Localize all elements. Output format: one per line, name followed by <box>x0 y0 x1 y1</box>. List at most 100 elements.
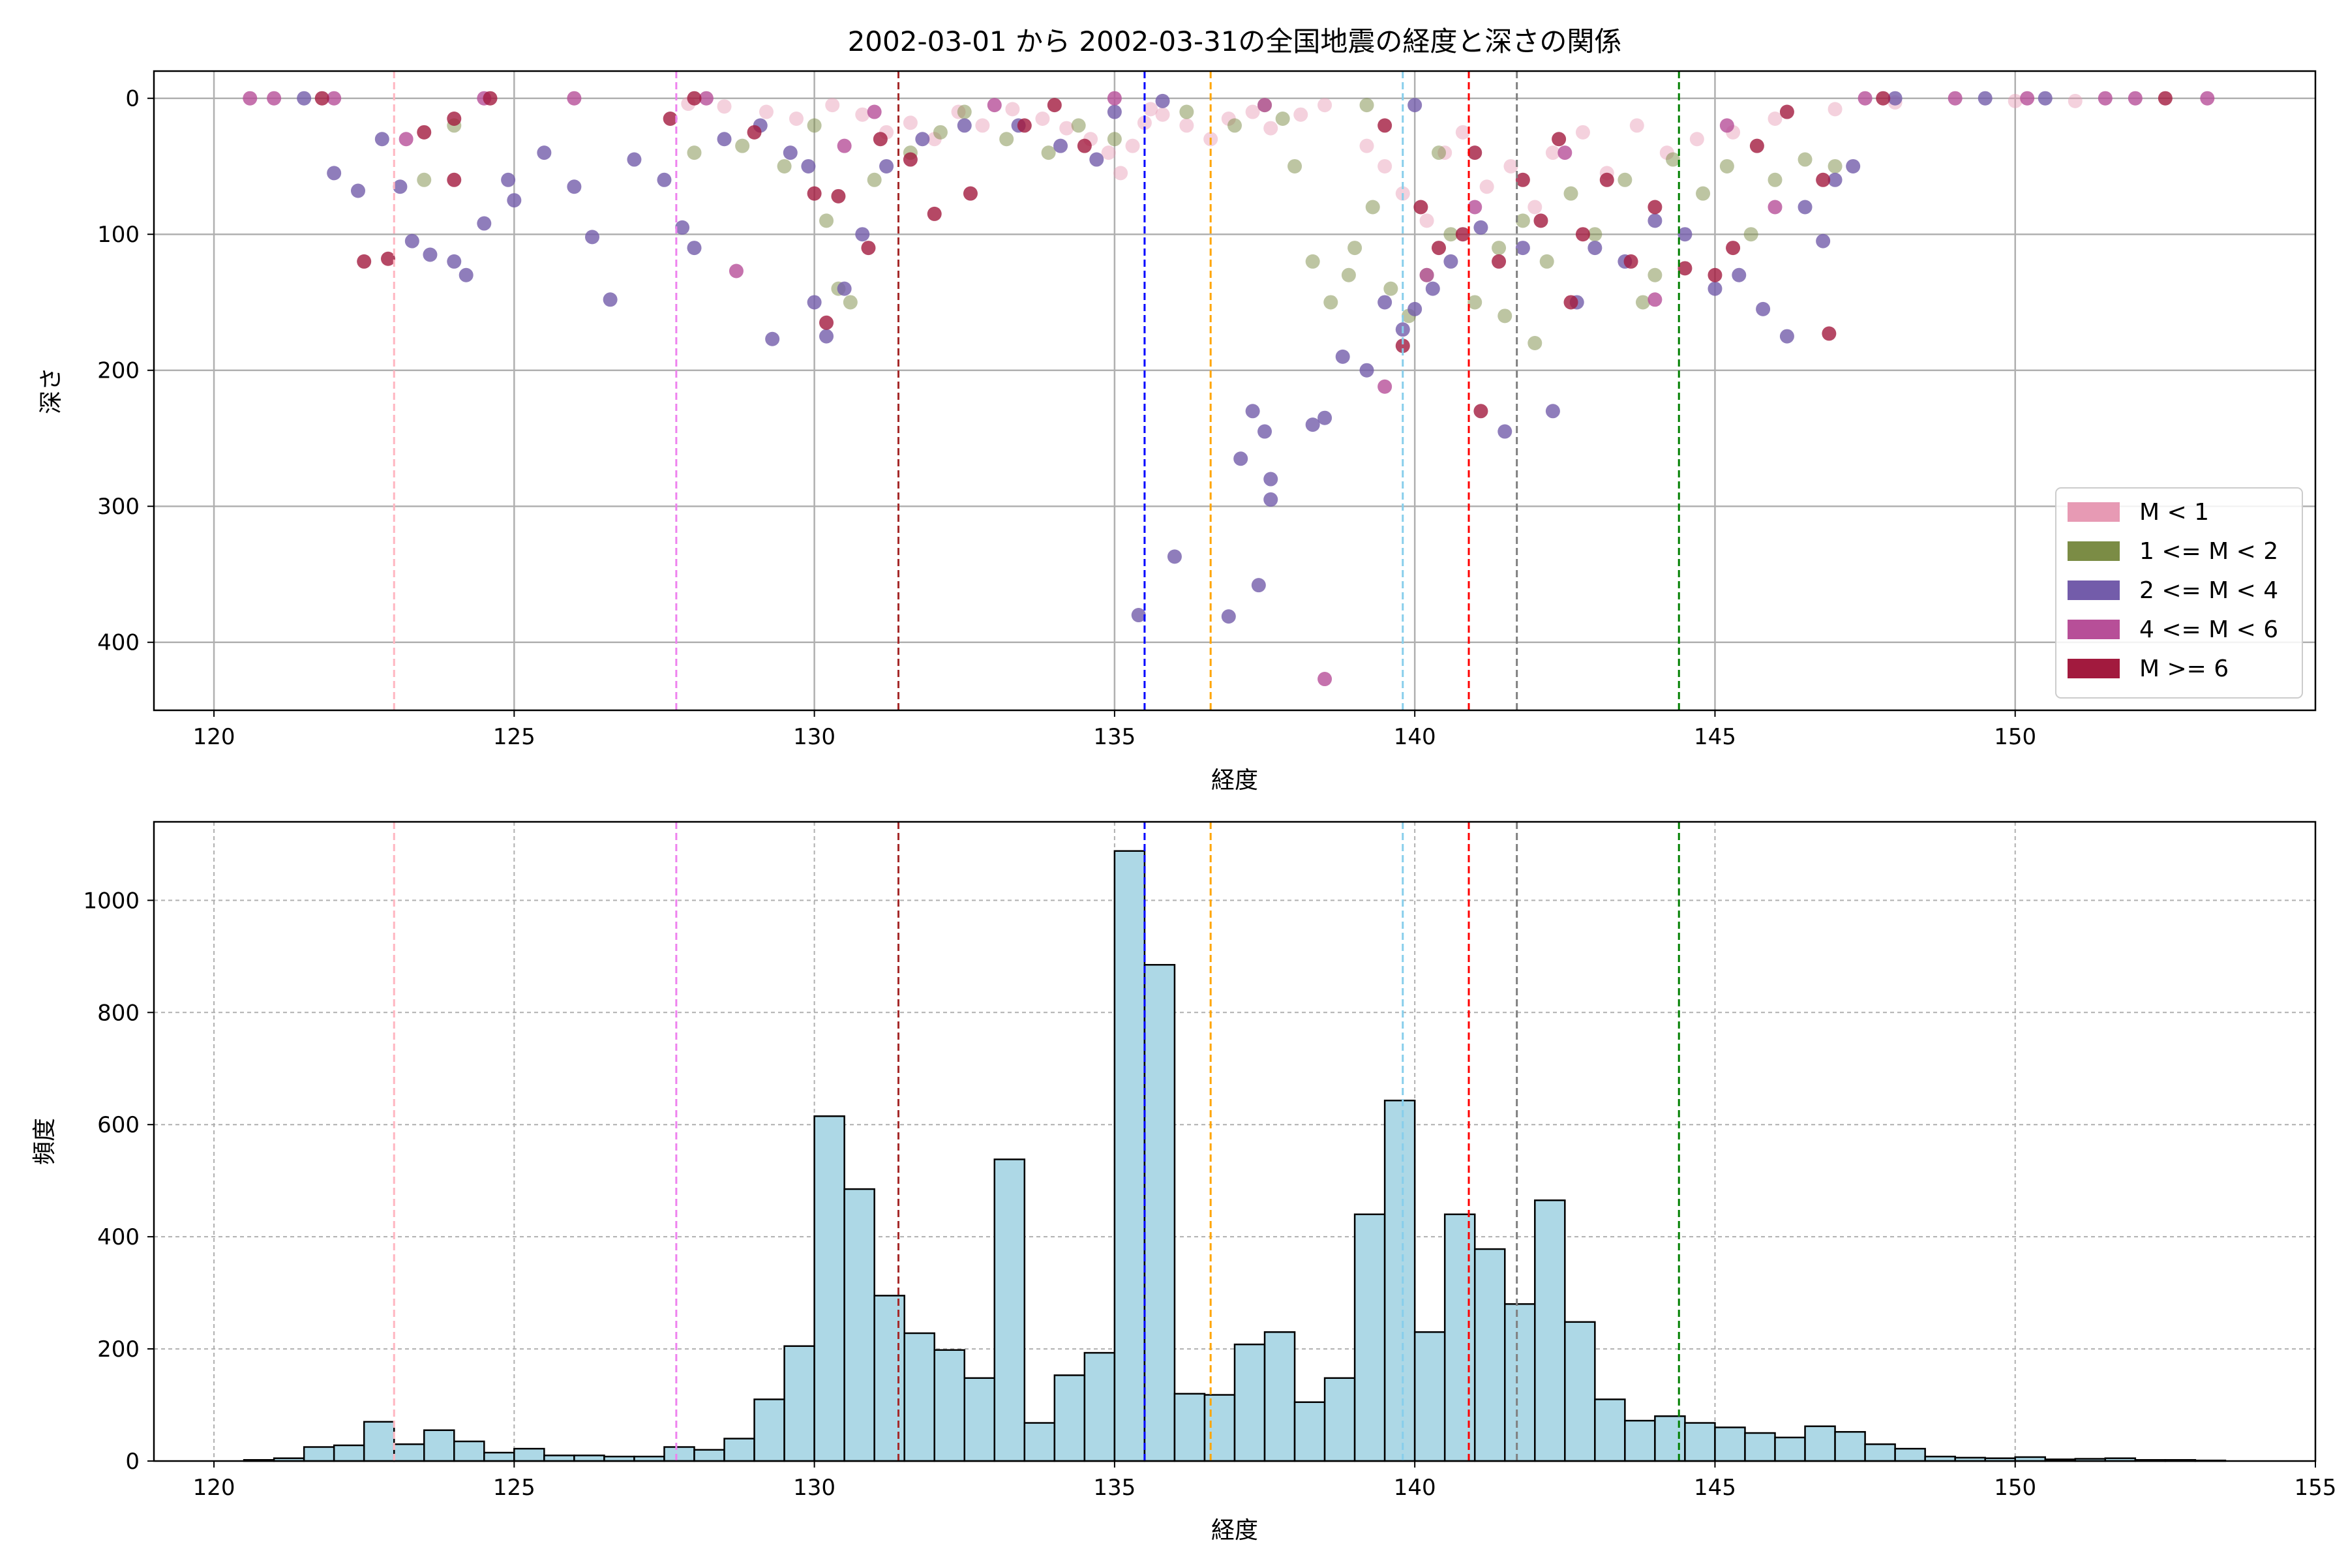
scatter-point <box>867 172 882 187</box>
histogram-bar <box>1443 1213 1476 1462</box>
scatter-point <box>1732 267 1747 282</box>
scatter-point <box>417 172 432 187</box>
scatter-point <box>1629 118 1644 133</box>
scatter-point <box>1828 158 1843 173</box>
scatter-point <box>1978 91 1993 106</box>
histogram-bar <box>1233 1343 1266 1462</box>
legend-swatch <box>2068 580 2120 600</box>
scatter-point <box>1155 107 1170 122</box>
scatter-point <box>1317 98 1332 113</box>
scatter-point <box>1035 111 1050 126</box>
scatter-point <box>1545 404 1560 419</box>
scatter-point <box>1077 138 1092 153</box>
scatter-point <box>1678 261 1693 276</box>
scatter-point <box>1828 102 1843 117</box>
scatter-point <box>1779 329 1794 344</box>
scatter-point <box>867 104 882 119</box>
scatter-y-axis-label: 深さ <box>38 367 65 414</box>
scatter-point <box>1689 132 1704 147</box>
chart-title: 2002-03-01 から 2002-03-31の全国地震の経度と深さの関係 <box>848 25 1622 57</box>
scatter-point <box>2038 91 2053 106</box>
scatter-series <box>297 91 2053 624</box>
scatter-point <box>1089 152 1104 167</box>
legend-label: 4 <= M < 6 <box>2139 616 2278 643</box>
histogram-bar <box>873 1295 905 1462</box>
histogram-bar <box>843 1188 875 1462</box>
scatter-point <box>459 267 474 282</box>
histogram-bar <box>393 1443 425 1462</box>
scatter-point <box>927 206 942 221</box>
scatter-point <box>1263 492 1278 507</box>
scatter-point <box>1395 339 1410 354</box>
scatter-point <box>1648 267 1663 282</box>
scatter-point <box>903 115 918 130</box>
histogram-y-tick-label: 400 <box>97 1224 140 1250</box>
scatter-y-tick-label: 200 <box>97 358 140 384</box>
scatter-series <box>417 98 1843 351</box>
histogram-bar <box>1564 1321 1596 1462</box>
scatter-point <box>1798 152 1813 167</box>
scatter-point <box>350 183 365 198</box>
scatter-point <box>1287 158 1302 173</box>
scatter-point <box>1041 145 1056 160</box>
scatter-point <box>1359 98 1374 113</box>
histogram-x-tick-label: 150 <box>1994 1475 2036 1501</box>
scatter-point <box>957 118 972 133</box>
scatter-point <box>1575 227 1590 242</box>
scatter-point <box>2020 91 2035 106</box>
scatter-point <box>627 152 642 167</box>
scatter-point <box>2098 91 2113 106</box>
scatter-point <box>915 132 930 147</box>
scatter-point <box>1708 281 1723 296</box>
scatter-series <box>681 93 2083 228</box>
histogram-x-tick-label: 140 <box>1394 1475 1436 1501</box>
histogram-bar <box>1864 1443 1896 1462</box>
scatter-point <box>1275 111 1290 126</box>
scatter-point <box>975 118 990 133</box>
scatter-point <box>1498 309 1513 324</box>
scatter-point <box>1599 172 1614 187</box>
scatter-point <box>1696 186 1711 201</box>
scatter-point <box>1317 410 1332 425</box>
scatter-point <box>819 315 834 330</box>
histogram-bar <box>1053 1374 1086 1462</box>
scatter-point <box>507 193 522 208</box>
scatter-point <box>1101 145 1116 160</box>
histogram-bar <box>1323 1377 1356 1462</box>
scatter-point <box>374 132 389 147</box>
histogram-y-ticks: 0 200 400 600 800 1000 <box>83 888 154 1475</box>
scatter-point <box>1798 200 1813 215</box>
histogram-x-ticks: 120 125 130 135 140 145 150 155 <box>193 1461 2336 1501</box>
scatter-point <box>1539 254 1554 269</box>
scatter-point <box>1347 241 1362 256</box>
scatter-point <box>861 241 876 256</box>
scatter-point <box>855 227 870 242</box>
scatter-point <box>1822 326 1837 341</box>
histogram-y-axis-label: 頻度 <box>31 1118 58 1165</box>
scatter-point <box>567 179 582 194</box>
scatter-point <box>1468 200 1483 215</box>
scatter-point <box>765 331 780 346</box>
scatter-point <box>417 125 432 140</box>
scatter-point <box>1533 213 1548 228</box>
scatter-point <box>1648 200 1663 215</box>
scatter-point <box>663 111 678 126</box>
histogram-bar <box>1113 850 1146 1462</box>
scatter-point <box>1107 104 1122 119</box>
histogram-plot-frame <box>153 821 2317 1462</box>
scatter-point <box>1858 91 1873 106</box>
scatter-point <box>1005 102 1020 117</box>
scatter-point <box>1473 220 1488 235</box>
scatter-point <box>585 230 600 245</box>
scatter-point <box>1528 200 1543 215</box>
scatter-point <box>1588 227 1603 242</box>
histogram-panel: 120 125 130 135 140 145 150 155 0 200 400 600 800 10… <box>31 821 2336 1544</box>
scatter-point <box>687 241 702 256</box>
scatter-point <box>297 91 312 106</box>
scatter-point <box>843 295 858 310</box>
scatter-point <box>1113 166 1128 181</box>
histogram-bar <box>1684 1422 1716 1462</box>
scatter-point <box>2158 91 2173 106</box>
scatter-point <box>1948 91 1963 106</box>
histogram-bar <box>483 1451 515 1462</box>
